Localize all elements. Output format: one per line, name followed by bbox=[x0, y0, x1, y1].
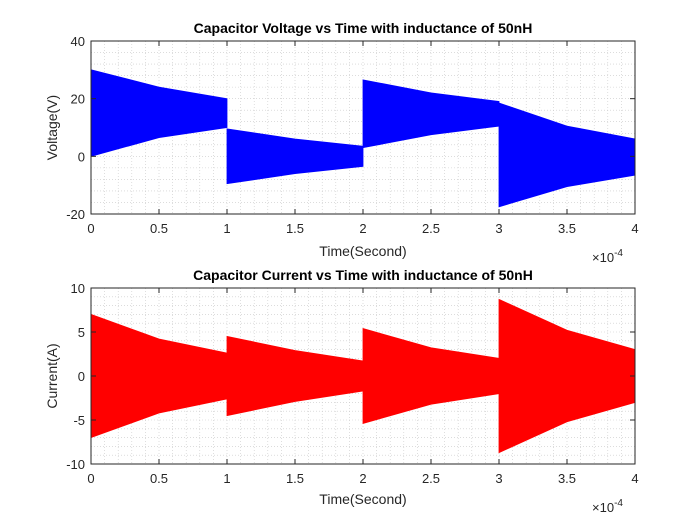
voltage-y-tick-label: 0 bbox=[78, 149, 85, 164]
voltage-x-exponent-power: -4 bbox=[614, 248, 623, 259]
current-chart-title: Capacitor Current vs Time with inductanc… bbox=[193, 267, 533, 283]
current-x-tick-label: 0 bbox=[87, 471, 94, 486]
voltage-x-tick-label: 2.5 bbox=[422, 221, 440, 236]
current-x-tick-label: 4 bbox=[631, 471, 638, 486]
voltage-x-tick-label: 1 bbox=[223, 221, 230, 236]
current-y-tick-label: -5 bbox=[73, 413, 85, 428]
current-x-tick-label: 3.5 bbox=[558, 471, 576, 486]
current-x-exponent: ×10-4 bbox=[592, 498, 623, 515]
current-y-tick-label: 0 bbox=[78, 369, 85, 384]
voltage-x-tick-label: 3.5 bbox=[558, 221, 576, 236]
voltage-series bbox=[90, 69, 636, 208]
voltage-x-exponent-base: ×10 bbox=[592, 250, 614, 265]
current-x-tick-label: 1 bbox=[223, 471, 230, 486]
voltage-y-tick-label: -20 bbox=[66, 207, 85, 222]
current-y-tick-label: 5 bbox=[78, 325, 85, 340]
current-chart: Capacitor Current vs Time with inductanc… bbox=[44, 267, 639, 515]
current-x-tick-label: 2.5 bbox=[422, 471, 440, 486]
voltage-x-tick-label: 4 bbox=[631, 221, 638, 236]
current-x-tick-label: 0.5 bbox=[150, 471, 168, 486]
current-x-tick-label: 2 bbox=[359, 471, 366, 486]
voltage-y-tick-label: 40 bbox=[71, 34, 85, 49]
current-y-axis-label: Current(A) bbox=[44, 343, 60, 408]
current-series bbox=[90, 298, 636, 454]
current-x-axis-label: Time(Second) bbox=[319, 491, 406, 507]
current-envelope-segment-1 bbox=[90, 313, 228, 439]
voltage-x-tick-label: 0.5 bbox=[150, 221, 168, 236]
voltage-x-tick-label: 3 bbox=[495, 221, 502, 236]
current-y-tick-label: -10 bbox=[66, 457, 85, 472]
voltage-chart: Capacitor Voltage vs Time with inductanc… bbox=[44, 20, 639, 265]
voltage-x-tick-label: 0 bbox=[87, 221, 94, 236]
voltage-y-tick-label: 20 bbox=[71, 92, 85, 107]
voltage-x-axis-label: Time(Second) bbox=[319, 243, 406, 259]
current-x-exponent-power: -4 bbox=[614, 498, 623, 509]
voltage-x-tick-label: 2 bbox=[359, 221, 366, 236]
current-x-tick-label: 3 bbox=[495, 471, 502, 486]
voltage-x-exponent: ×10-4 bbox=[592, 248, 623, 265]
voltage-envelope-segment-2 bbox=[226, 128, 364, 185]
current-y-tick-label: 10 bbox=[71, 281, 85, 296]
current-x-tick-label: 1.5 bbox=[286, 471, 304, 486]
current-ticks: 0 0.5 1 1.5 2 2.5 3 3.5 4 -10 -5 0 5 10 bbox=[66, 281, 638, 486]
voltage-y-axis-label: Voltage(V) bbox=[44, 95, 60, 160]
current-x-exponent-base: ×10 bbox=[592, 500, 614, 515]
voltage-chart-title: Capacitor Voltage vs Time with inductanc… bbox=[194, 20, 533, 36]
voltage-x-tick-label: 1.5 bbox=[286, 221, 304, 236]
